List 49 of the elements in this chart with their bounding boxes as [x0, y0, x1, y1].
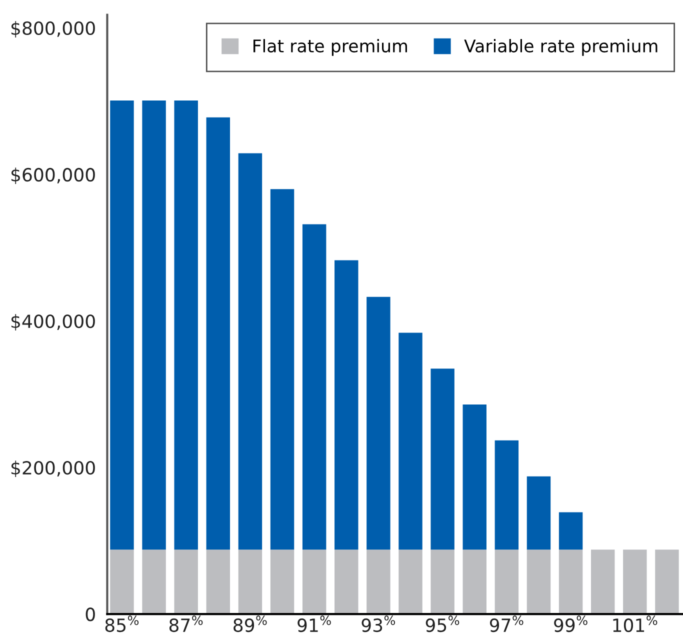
x-tick-label: 89$^{%}$: [234, 616, 267, 632]
bar: [174, 550, 198, 614]
bar: [526, 550, 551, 614]
bar: [334, 550, 358, 614]
bar: [334, 260, 358, 550]
x-tick-label: 95$^{%}$: [426, 616, 460, 632]
bar: [142, 550, 166, 614]
x-tick-label: 93$^{%}$: [362, 616, 396, 632]
x-tick-label: 85$^{%}$: [105, 616, 139, 632]
bar: [206, 117, 230, 550]
bar: [590, 550, 615, 614]
bar: [398, 550, 422, 614]
bar: [462, 550, 486, 614]
bar: [526, 476, 551, 550]
bar: [302, 550, 326, 614]
legend-label: Variable rate premium: [464, 39, 658, 56]
x-tick-label: 97$^{%}$: [490, 616, 524, 632]
bar: [430, 368, 454, 550]
bar: [366, 550, 390, 614]
x-tick-label: 101$^{%}$: [613, 616, 658, 632]
legend-label: Flat rate premium: [253, 39, 407, 56]
y-tick-label: $400,000: [11, 314, 95, 331]
bar: [655, 550, 679, 614]
y-tick-label: $200,000: [11, 460, 95, 478]
bar: [238, 550, 262, 614]
x-tick-label: 99$^{%}$: [554, 616, 588, 632]
bar: [558, 512, 583, 550]
bar: [302, 224, 326, 550]
bar: [623, 550, 647, 614]
bar: [462, 404, 486, 550]
bar: [206, 550, 230, 614]
bar: [398, 332, 422, 550]
x-tick-label: 91$^{%}$: [298, 616, 331, 632]
bar: [366, 296, 390, 550]
y-tick-label: $800,000: [11, 21, 95, 38]
bar: [110, 100, 134, 550]
bar: [142, 100, 166, 550]
bar: [430, 550, 454, 614]
bar: [494, 440, 519, 550]
bar: [270, 550, 294, 614]
y-tick-label: $600,000: [11, 168, 95, 184]
bar: [270, 189, 294, 550]
x-tick-label: 87$^{%}$: [169, 616, 203, 632]
bar: [110, 550, 134, 614]
y-tick-label: 0: [86, 608, 95, 622]
bar: [494, 550, 519, 614]
bar: [558, 550, 583, 614]
bar: [174, 100, 198, 550]
bar: [238, 153, 262, 550]
